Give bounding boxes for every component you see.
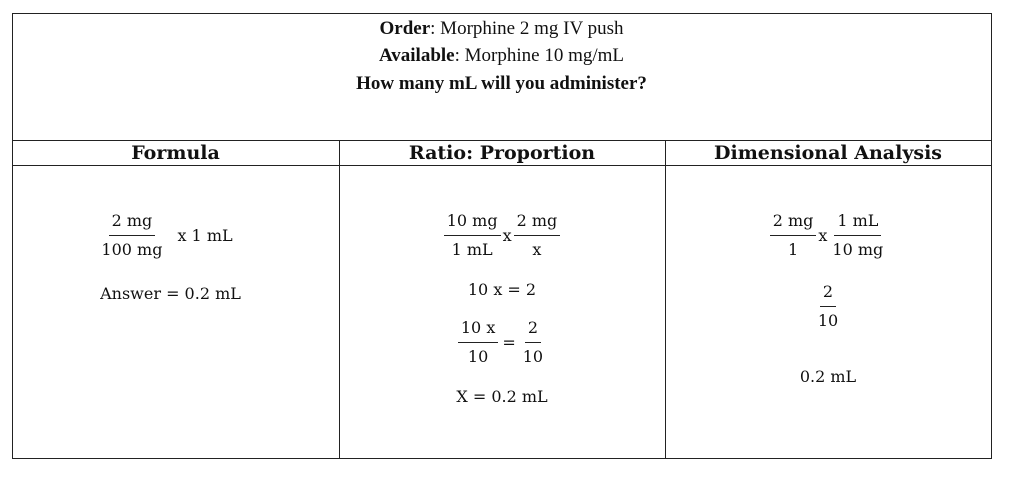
- denominator: 10: [467, 347, 489, 366]
- times: x: [502, 226, 512, 245]
- available-line: Available: Morphine 10 mg/mL: [12, 42, 991, 70]
- fraction: 2 mg x: [513, 207, 561, 264]
- numerator: 10 x: [457, 314, 499, 343]
- denominator: 100 mg: [101, 240, 163, 259]
- formula-answer: Answer = 0.2 mL: [100, 284, 241, 303]
- denominator: 10: [817, 311, 839, 330]
- denominator: 10: [522, 347, 544, 366]
- column-header-dimensional: Dimensional Analysis: [714, 142, 942, 164]
- numerator: 10 mg: [443, 207, 501, 236]
- divider: [12, 165, 992, 166]
- order-label: Order: [379, 18, 431, 39]
- times: x: [818, 226, 828, 245]
- divider: [665, 140, 666, 459]
- available-text: : Morphine 10 mg/mL: [454, 45, 625, 66]
- denominator: x: [532, 240, 542, 259]
- ratio-cell: 10 mg 1 mL x 2 mg x 10 x = 2 10 x 10 = 2 10 …: [339, 207, 665, 409]
- equals: =: [502, 333, 516, 352]
- fraction: 2 10: [520, 314, 546, 371]
- denominator: 10 mg: [832, 240, 884, 259]
- fraction: 2 10: [815, 278, 841, 335]
- fraction: 1 mL 10 mg: [829, 207, 886, 264]
- dimensional-cell: 2 mg 1 x 1 mL 10 mg 2 10 0.2 mL: [665, 207, 991, 389]
- numerator: 2 mg: [513, 207, 561, 236]
- formula-cell: 2 mg 100 mg x 1 mL Answer = 0.2 mL: [12, 207, 339, 306]
- numerator: 2 mg: [108, 207, 156, 236]
- numerator: 2: [524, 314, 542, 343]
- column-header-ratio: Ratio: Proportion: [408, 142, 596, 164]
- fraction: 10 mg 1 mL: [443, 207, 501, 264]
- column-header-formula: Formula: [131, 142, 220, 164]
- divider: [339, 140, 340, 459]
- numerator: 2: [819, 278, 837, 307]
- denominator: 1: [787, 240, 799, 259]
- fraction: 2 mg 100 mg: [98, 207, 165, 264]
- numerator: 2 mg: [769, 207, 817, 236]
- order-line: Order: Morphine 2 mg IV push: [12, 15, 991, 43]
- order-text: : Morphine 2 mg IV push: [430, 18, 624, 39]
- multiplier: x 1 mL: [177, 226, 233, 245]
- ratio-answer: X = 0.2 mL: [456, 387, 548, 406]
- ratio-step: 10 x = 2: [467, 280, 537, 299]
- fraction: 2 mg 1: [769, 207, 817, 264]
- question: How many mL will you administer?: [356, 73, 647, 94]
- denominator: 1 mL: [451, 240, 493, 259]
- fraction: 10 x 10: [457, 314, 499, 371]
- numerator: 1 mL: [834, 207, 882, 236]
- dosage-table: [12, 13, 992, 459]
- available-label: Available: [378, 45, 455, 66]
- dimensional-answer: 0.2 mL: [799, 367, 857, 386]
- divider: [12, 140, 992, 141]
